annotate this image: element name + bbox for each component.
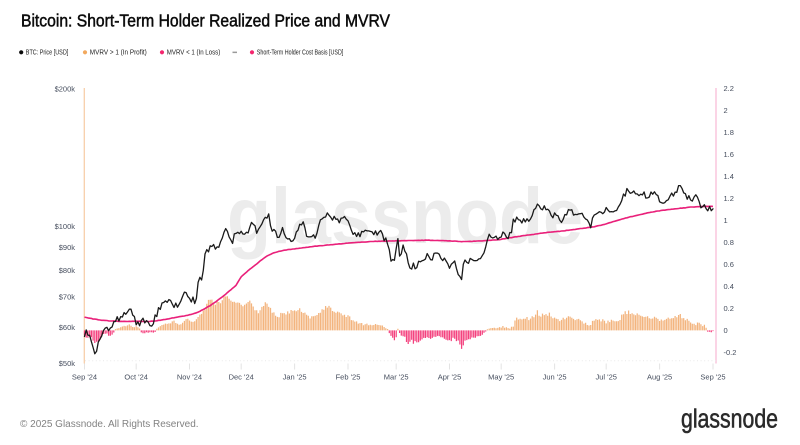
svg-text:BTC: Price [USD]: BTC: Price [USD]	[26, 50, 69, 57]
svg-text:Dec '24: Dec '24	[229, 373, 254, 382]
svg-text:Nov '24: Nov '24	[177, 373, 202, 382]
svg-text:$50k: $50k	[59, 359, 76, 368]
svg-text:glassnode: glassnode	[681, 406, 778, 434]
svg-text:$200k: $200k	[55, 85, 76, 94]
svg-text:Aug '25: Aug '25	[647, 373, 672, 382]
svg-text:-0.2: -0.2	[724, 348, 737, 357]
svg-text:$90k: $90k	[59, 243, 76, 252]
svg-text:1.2: 1.2	[724, 194, 734, 203]
svg-text:$60k: $60k	[59, 323, 76, 332]
svg-text:0: 0	[724, 326, 728, 335]
svg-text:glassnode: glassnode	[227, 171, 583, 260]
svg-text:1.6: 1.6	[724, 150, 734, 159]
svg-text:0.4: 0.4	[724, 282, 734, 291]
svg-text:© 2025 Glassnode. All Rights R: © 2025 Glassnode. All Rights Reserved.	[20, 419, 199, 430]
svg-text:Jul '25: Jul '25	[595, 373, 616, 382]
svg-text:May '25: May '25	[488, 373, 514, 382]
svg-text:Apr '25: Apr '25	[438, 373, 462, 382]
svg-text:$80k: $80k	[59, 266, 76, 275]
svg-text:1.4: 1.4	[724, 172, 734, 181]
svg-text:MVRV < 1 (In Loss): MVRV < 1 (In Loss)	[167, 50, 221, 57]
svg-text:Sep '25: Sep '25	[700, 373, 725, 382]
svg-text:$70k: $70k	[59, 293, 76, 302]
svg-text:2: 2	[724, 106, 728, 115]
svg-text:0.6: 0.6	[724, 260, 734, 269]
svg-text:MVRV > 1 (In Profit): MVRV > 1 (In Profit)	[90, 50, 147, 57]
svg-text:1: 1	[724, 216, 728, 225]
svg-text:Sep '24: Sep '24	[72, 373, 97, 382]
svg-text:1.8: 1.8	[724, 128, 734, 137]
svg-text:0.2: 0.2	[724, 304, 734, 313]
svg-text:2.2: 2.2	[724, 84, 734, 93]
svg-text:Oct '24: Oct '24	[124, 373, 148, 382]
svg-text:Feb '25: Feb '25	[336, 373, 361, 382]
svg-text:Jan '25: Jan '25	[283, 373, 307, 382]
svg-text:Short-Term Holder Cost Basis [: Short-Term Holder Cost Basis [USD]	[257, 50, 344, 57]
svg-text:Jun '25: Jun '25	[543, 373, 567, 382]
svg-text:Bitcoin: Short-Term Holder Rea: Bitcoin: Short-Term Holder Realized Pric…	[21, 11, 390, 31]
svg-text:0.8: 0.8	[724, 238, 734, 247]
svg-text:Mar '25: Mar '25	[384, 373, 409, 382]
svg-text:$100k: $100k	[55, 222, 76, 231]
